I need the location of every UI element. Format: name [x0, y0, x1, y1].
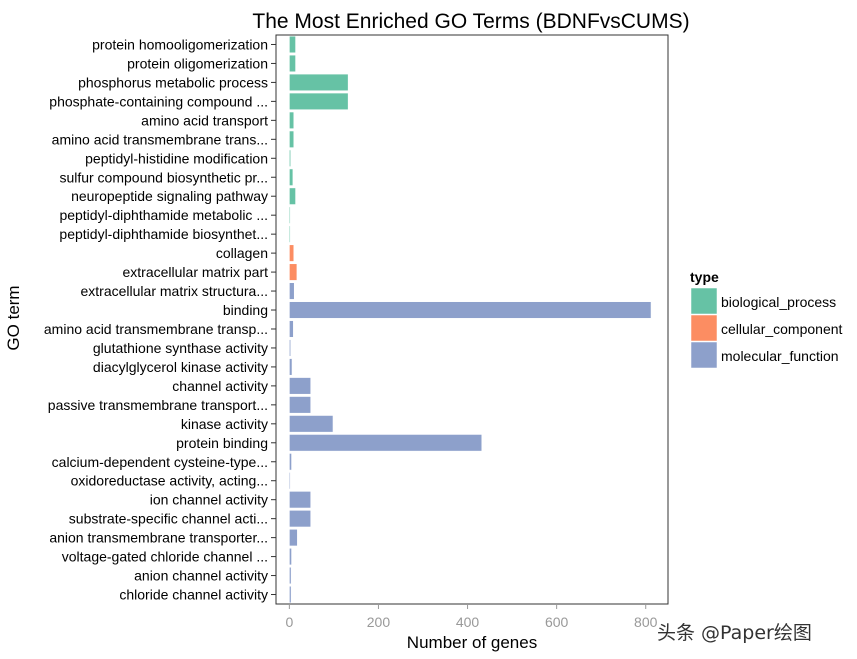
y-tick-label: chloride channel activity: [119, 587, 268, 603]
y-tick-label: collagen: [216, 245, 268, 261]
y-axis-title: GO term: [4, 285, 23, 350]
bar: [289, 54, 296, 73]
y-tick-label: voltage-gated chloride channel ...: [62, 549, 268, 565]
legend-title: type: [690, 269, 719, 285]
y-tick-label: extracellular matrix structura...: [81, 283, 269, 299]
y-tick-label: calcium-dependent cysteine-type...: [52, 454, 268, 470]
plot-frame: [275, 34, 669, 605]
y-tick-label: protein oligomerization: [127, 55, 268, 71]
bar: [289, 491, 312, 509]
bar: [289, 301, 652, 319]
legend-label: biological_process: [721, 294, 836, 310]
legend-label: cellular_component: [721, 321, 843, 337]
y-tick-label: peptidyl-diphthamide metabolic ...: [59, 207, 268, 223]
bar: [289, 149, 292, 167]
y-tick-label: anion transmembrane transporter...: [49, 530, 268, 546]
y-tick-label: passive transmembrane transport...: [48, 397, 268, 413]
bar: [289, 320, 294, 338]
legend: type biological_process cellular_componen…: [690, 269, 843, 369]
legend-swatch: [690, 287, 718, 315]
bar: [289, 585, 292, 604]
bar: [289, 358, 293, 376]
bar: [289, 206, 291, 224]
bar: [289, 244, 295, 262]
y-tick-label: amino acid transmembrane transp...: [44, 321, 268, 337]
y-tick-label: peptidyl-histidine modification: [85, 150, 268, 166]
bar: [289, 187, 296, 205]
legend-swatch: [690, 314, 718, 342]
y-tick-label: sulfur compound biosynthetic pr...: [59, 169, 268, 185]
x-tick-label: 800: [634, 614, 658, 630]
bar: [289, 111, 295, 129]
bar: [289, 282, 295, 300]
y-tick-label: protein homooligomerization: [92, 36, 268, 52]
watermark: 头条 @Paper绘图: [657, 622, 812, 644]
y-tick-label: oxidoreductase activity, acting...: [71, 473, 268, 489]
y-tick-label: binding: [223, 302, 268, 318]
y-tick-label: diacylglycerol kinase activity: [93, 359, 268, 375]
y-tick-label: substrate-specific channel acti...: [69, 511, 268, 527]
x-axis-title: Number of genes: [407, 633, 537, 652]
chart-title: The Most Enriched GO Terms (BDNFvsCUMS): [252, 10, 689, 33]
bar: [289, 528, 298, 547]
bar: [289, 73, 349, 92]
y-tick-label: peptidyl-diphthamide biosynthet...: [59, 226, 268, 242]
y-tick-label: anion channel activity: [134, 568, 268, 584]
bar: [289, 510, 312, 528]
bar: [289, 377, 312, 395]
x-tick-label: 400: [456, 614, 480, 630]
legend-swatch: [690, 341, 718, 369]
y-tick-label: protein binding: [176, 435, 268, 451]
y-tick-label: extracellular matrix part: [123, 264, 269, 280]
x-tick-label: 200: [367, 614, 391, 630]
y-tick-label: glutathione synthase activity: [93, 340, 268, 356]
bar: [289, 453, 292, 471]
bar: [289, 472, 291, 490]
bar: [289, 263, 298, 281]
bar: [289, 566, 292, 585]
bar: [289, 547, 292, 566]
x-tick-label: 600: [545, 614, 569, 630]
bar: [289, 434, 483, 452]
bar: [289, 396, 312, 414]
bar: [289, 339, 292, 357]
bar: [289, 415, 334, 433]
y-tick-label: phosphate-containing compound ...: [49, 93, 268, 109]
y-tick-label: neuropeptide signaling pathway: [71, 188, 268, 204]
x-tick-label: 0: [285, 614, 293, 630]
bar: [289, 92, 349, 111]
bar: [289, 130, 295, 148]
bar: [289, 225, 291, 243]
y-tick-label: ion channel activity: [150, 492, 268, 508]
bar: [289, 35, 296, 54]
y-tick-label: amino acid transmembrane trans...: [52, 131, 268, 147]
y-tick-label: kinase activity: [181, 416, 268, 432]
y-tick-label: phosphorus metabolic process: [78, 74, 268, 90]
y-tick-label: amino acid transport: [141, 112, 268, 128]
bar: [289, 168, 294, 186]
y-tick-label: channel activity: [172, 378, 268, 394]
legend-label: molecular_function: [721, 348, 839, 364]
